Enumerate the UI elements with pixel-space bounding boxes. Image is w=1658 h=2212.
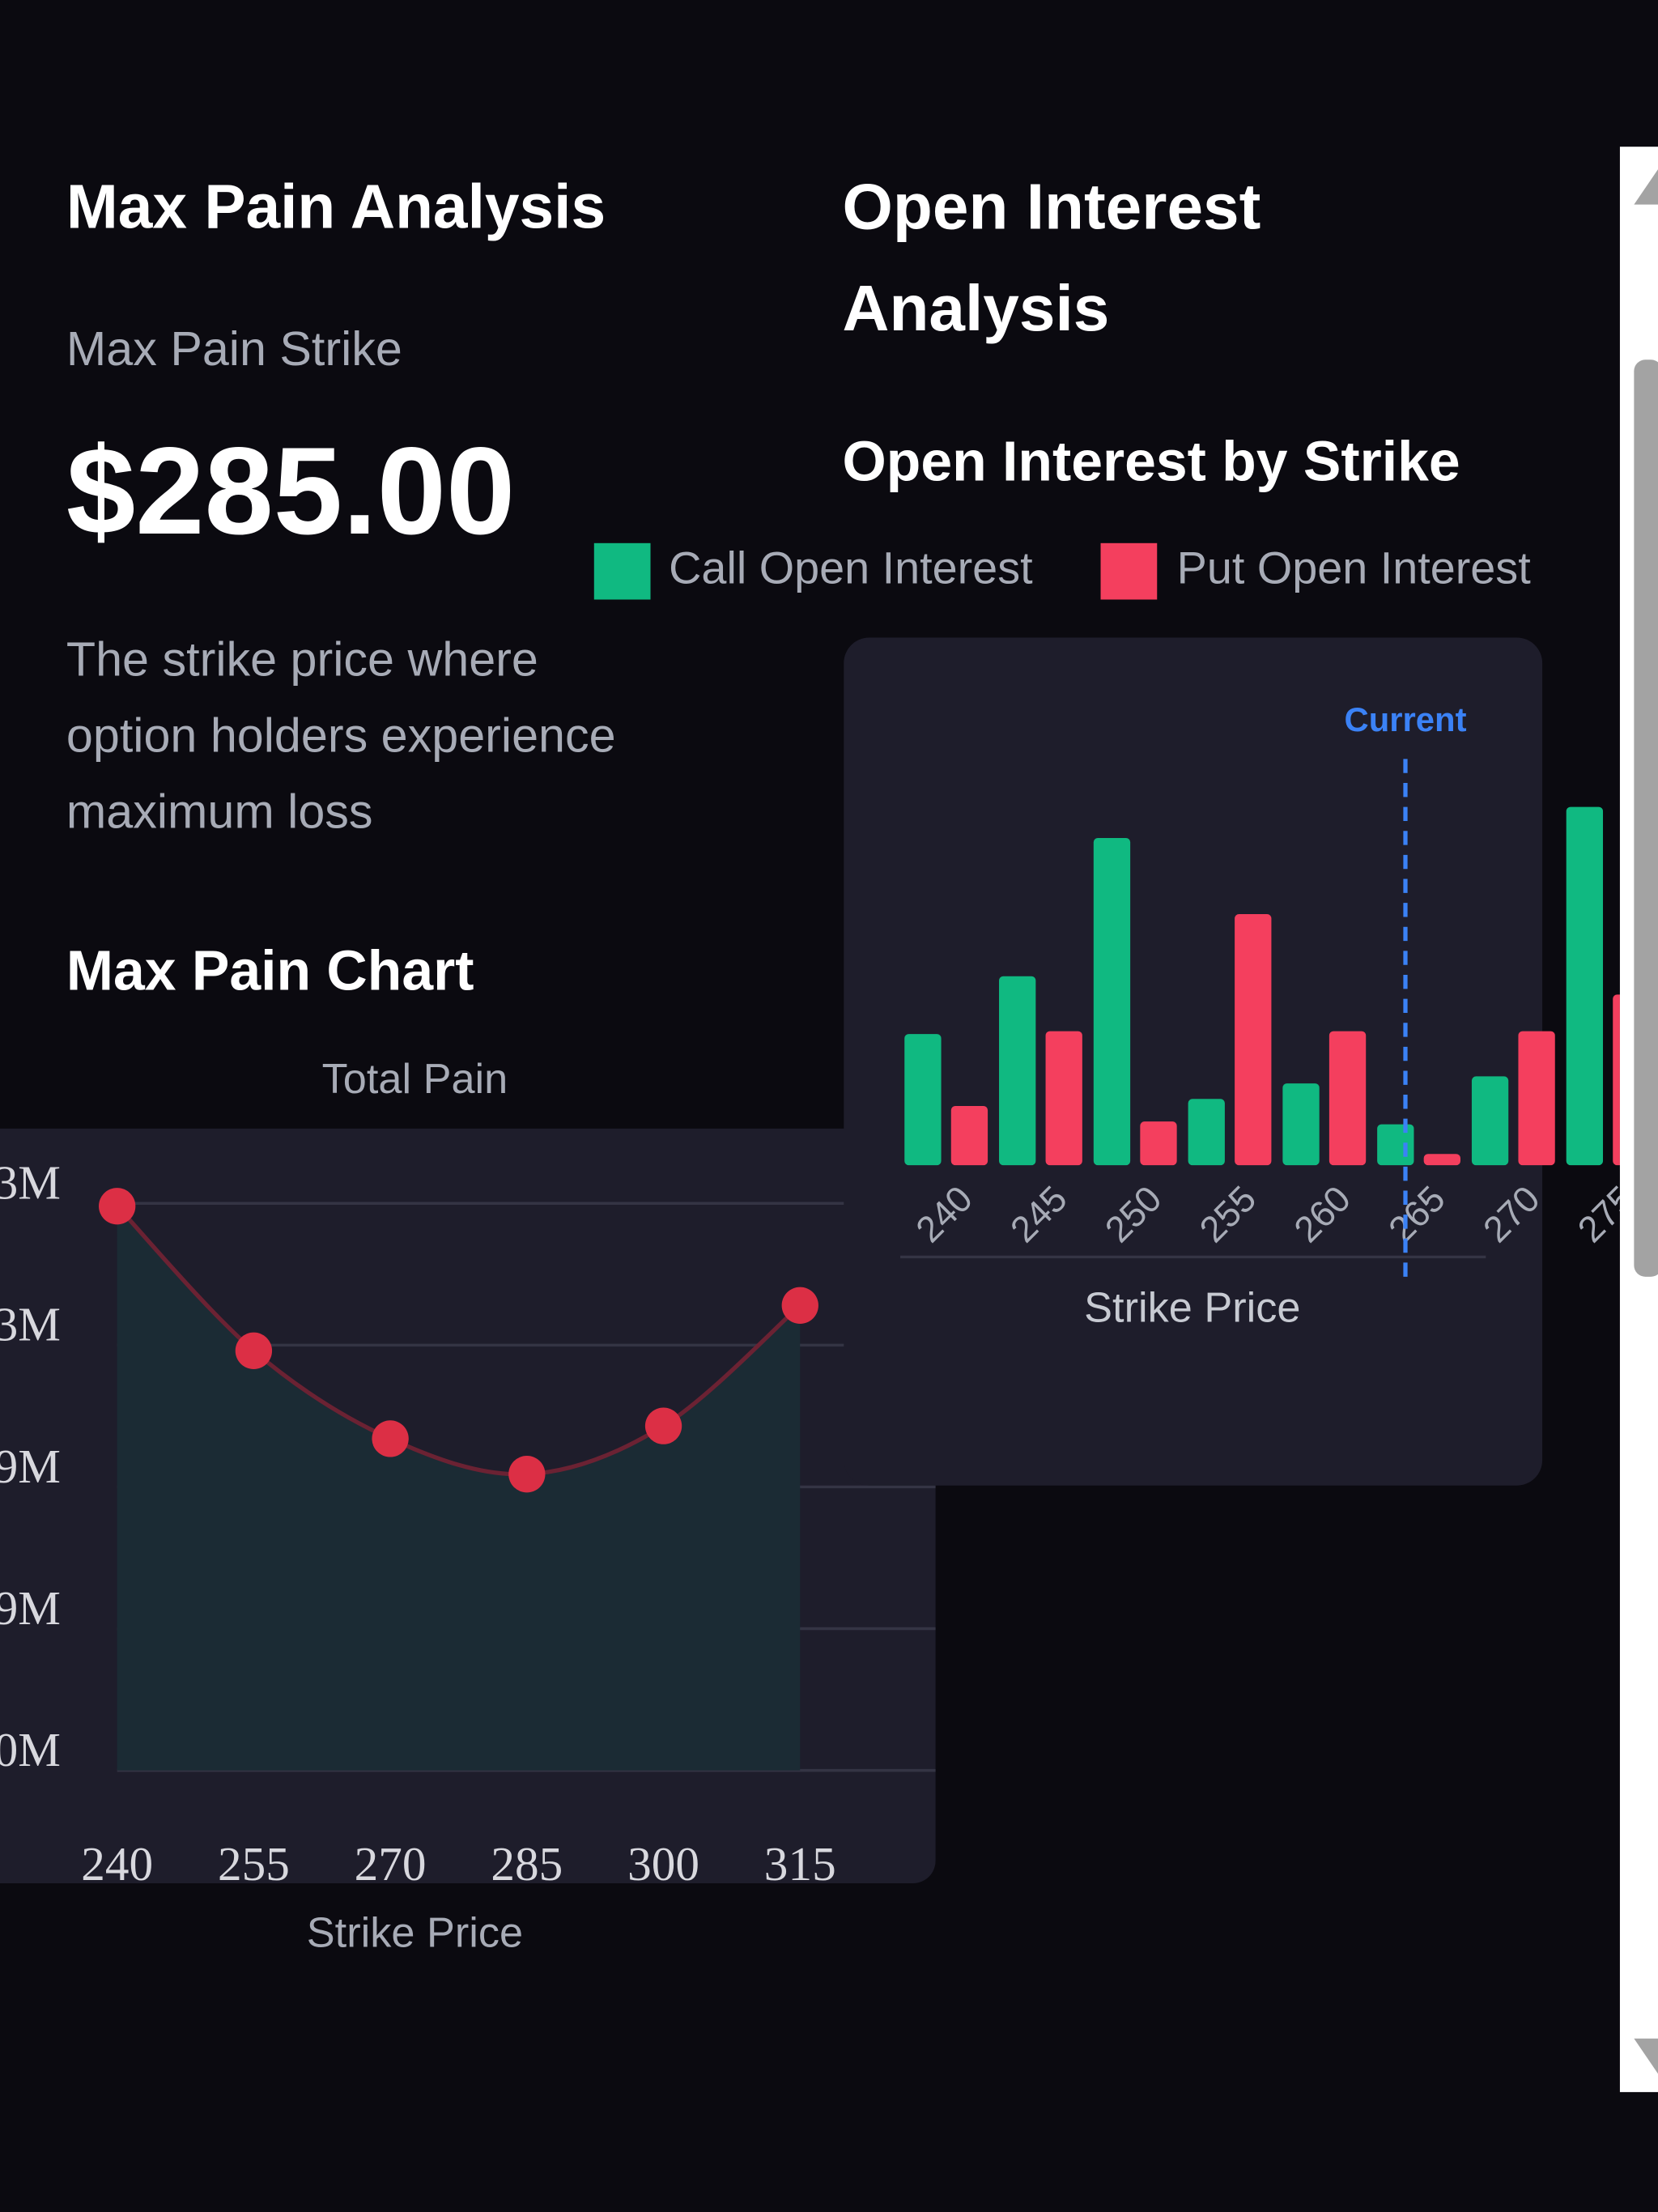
description: The strike price where (66, 632, 538, 687)
scrollbar-thumb[interactable] (1634, 359, 1658, 1277)
bar (1140, 1121, 1177, 1166)
point (235, 1332, 273, 1369)
point (372, 1420, 409, 1457)
legend-label: Call Open Interest (669, 542, 1033, 593)
line (115, 1204, 801, 1477)
bar (950, 1106, 988, 1166)
bar (1471, 1076, 1509, 1166)
bar (1235, 914, 1272, 1166)
bar (1518, 1031, 1555, 1166)
scrollbar[interactable] (1619, 147, 1658, 2092)
current-label: Current (1344, 700, 1466, 738)
section-title: Analysis (843, 271, 1110, 344)
legend-label: Total Pain (322, 1056, 508, 1103)
point (644, 1407, 682, 1444)
bar (1423, 1154, 1460, 1166)
y-tick-label: 9M (0, 1581, 61, 1635)
bar (1377, 1124, 1414, 1166)
bar (1329, 1031, 1367, 1166)
scroll-down-arrow[interactable] (1634, 2038, 1658, 2074)
section-title: Max Pain Analysis (66, 173, 606, 242)
x-tick-label: 315 (764, 1837, 836, 1891)
x-axis-label: Strike Price (307, 1909, 523, 1956)
point (99, 1188, 136, 1225)
y-tick-label: 3M (0, 1298, 61, 1351)
point (781, 1287, 818, 1324)
chart-title: Open Interest by Strike (843, 429, 1460, 492)
bar (904, 1034, 942, 1166)
x-tick-label: 300 (627, 1837, 699, 1891)
bar (1045, 1031, 1082, 1166)
bar (1613, 994, 1620, 1166)
bar (999, 976, 1036, 1166)
description: option holders experience (66, 708, 616, 763)
x-tick-label: 255 (218, 1837, 290, 1891)
y-tick-label: 3M (0, 1156, 61, 1210)
x-tick-label: 270 (355, 1837, 427, 1891)
bar (1093, 837, 1131, 1166)
chart-title: Max Pain Chart (66, 938, 474, 1002)
x-tick-label: 285 (491, 1837, 563, 1891)
scroll-up-arrow[interactable] (1634, 169, 1658, 205)
x-tick-label: 240 (81, 1837, 153, 1891)
x-axis-label: Strike Price (1084, 1284, 1300, 1331)
bar (1566, 806, 1604, 1166)
bar (1282, 1083, 1320, 1166)
legend-swatch (1100, 542, 1158, 600)
y-tick-label: 9M (0, 1440, 61, 1493)
description: maximum loss (66, 785, 373, 839)
stat-label: Max Pain Strike (66, 321, 402, 376)
chart-card (844, 637, 1543, 1486)
area (117, 1206, 801, 1771)
section-title: Open Interest (843, 170, 1261, 243)
max-pain-chart: 0M 9M 9M 3M 3M 240 255 270 285 300 315 Strike Price… (0, 1056, 936, 1956)
bar (1188, 1099, 1225, 1166)
point (508, 1456, 546, 1493)
stat-value: $285.00 (66, 422, 515, 560)
y-tick-label: 0M (0, 1723, 61, 1776)
legend-swatch (593, 542, 651, 600)
legend-label: Put Open Interest (1177, 542, 1532, 593)
